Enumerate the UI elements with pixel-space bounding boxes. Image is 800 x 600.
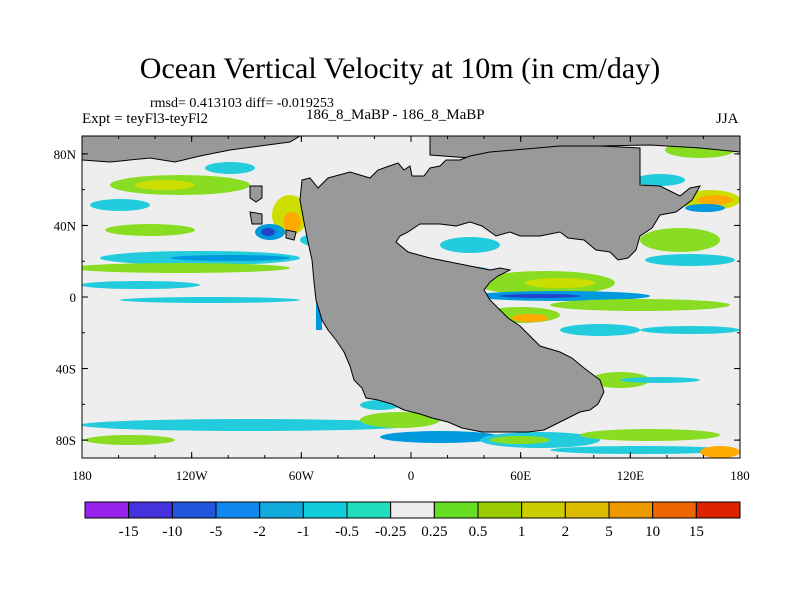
lat-tick-label: 0: [70, 290, 77, 305]
contour-negative: [685, 204, 725, 212]
contour-negative: [380, 431, 500, 443]
contour-positive: [360, 412, 440, 428]
small-island-west: [249, 211, 263, 225]
contour-negative: [620, 377, 700, 383]
colorbar-label: 1: [518, 524, 526, 540]
contour-negative: [120, 297, 300, 303]
colorbar-swatch: [608, 501, 654, 519]
colorbar-swatch: [171, 501, 217, 519]
contour-positive: [580, 429, 720, 441]
contour-positive: [85, 435, 175, 445]
stats-label: rmsd= 0.413103 diff= -0.019253: [150, 96, 334, 111]
lat-tick-label: 40N: [54, 218, 77, 233]
colorbar-label: 2: [562, 524, 570, 540]
small-island-mid: [285, 229, 297, 241]
contour-strong-positive: [697, 195, 733, 205]
lon-tick-label: 60W: [289, 468, 315, 483]
land-masses: [82, 136, 740, 433]
colorbar-swatch: [390, 501, 435, 519]
colorbar-swatch: [346, 501, 392, 519]
lon-tick-label: 180: [730, 468, 750, 483]
contour-positive: [640, 228, 720, 252]
contour-positive: [82, 263, 290, 273]
colorbar-swatch: [215, 501, 261, 519]
contour-strong-positive: [283, 212, 301, 232]
contour-positive: [550, 299, 730, 311]
longitude-labels: 180 120W 60W 0 60E 120E 180: [72, 468, 750, 483]
lon-tick-label: 180: [72, 468, 92, 483]
contour-negative: [205, 162, 255, 174]
lon-tick-label: 60E: [510, 468, 531, 483]
colorbar-swatch: [564, 501, 610, 519]
contour-strong-positive: [512, 314, 548, 322]
contour-negative: [82, 281, 200, 289]
contour-strong-negative: [261, 228, 275, 236]
contour-negative: [645, 254, 735, 266]
contour-negative: [440, 237, 500, 253]
colorbar-swatch: [302, 501, 348, 519]
pangea-main-continent: [299, 145, 701, 433]
colorbar-label: 0.25: [421, 524, 447, 540]
figure-title: Ocean Vertical Velocity at 10m (in cm/da…: [139, 52, 661, 85]
contour-positive: [105, 224, 195, 236]
colorbar-label: 0.5: [469, 524, 488, 540]
colorbar-label: -5: [210, 524, 223, 540]
colorbar-label: 5: [605, 524, 613, 540]
colorbar-labels: -15 -10 -5 -2 -1 -0.5 -0.25 0.25 0.5 1 2 5 10 15: [119, 524, 704, 540]
latitude-labels: 80N 40N 0 40S 80S: [54, 147, 77, 448]
colorbar-label: -2: [253, 524, 266, 540]
contour-negative: [550, 446, 730, 454]
small-island-north: [249, 185, 263, 203]
colorbar-swatch: [259, 501, 304, 519]
contour-strong-positive: [700, 446, 740, 458]
colorbar-label: -0.5: [335, 524, 359, 540]
contour-negative: [635, 174, 685, 186]
colorbar-label: 10: [645, 524, 660, 540]
colorbar-label: -15: [119, 524, 139, 540]
contour-negative: [640, 326, 740, 334]
season-label: JJA: [716, 111, 739, 127]
contour-negative: [90, 199, 150, 211]
colorbar-swatch: [84, 501, 130, 519]
arctic-land-west: [82, 136, 301, 163]
colorbar-swatch: [477, 501, 523, 519]
lat-tick-label: 80N: [54, 147, 77, 162]
contour-strong-negative: [500, 294, 580, 298]
contour-positive: [135, 180, 195, 190]
lat-tick-label: 80S: [56, 433, 76, 448]
case-label: 186_8_MaBP - 186_8_MaBP: [306, 107, 485, 123]
colorbar: [84, 501, 741, 519]
contour-negative: [560, 324, 640, 336]
colorbar-label: 15: [689, 524, 704, 540]
colorbar-swatch: [695, 501, 741, 519]
contour-negative: [82, 419, 420, 431]
lon-tick-label: 120W: [176, 468, 209, 483]
colorbar-label: -1: [297, 524, 310, 540]
axis-ticks: [81, 136, 741, 458]
velocity-contours: [82, 142, 740, 458]
lat-tick-label: 40S: [56, 362, 76, 377]
colorbar-swatch: [521, 501, 566, 519]
colorbar-swatch: [128, 501, 173, 519]
contour-positive: [525, 278, 595, 288]
colorbar-swatch: [433, 501, 479, 519]
experiment-label: Expt = teyFl3-teyFl2: [82, 111, 208, 127]
lon-tick-label: 120E: [617, 468, 645, 483]
map-plot-area: [82, 136, 740, 458]
contour-positive: [490, 436, 550, 444]
colorbar-swatch: [652, 501, 697, 519]
contour-negative: [170, 255, 290, 261]
colorbar-label: -0.25: [375, 524, 406, 540]
colorbar-label: -10: [162, 524, 182, 540]
lon-tick-label: 0: [408, 468, 415, 483]
